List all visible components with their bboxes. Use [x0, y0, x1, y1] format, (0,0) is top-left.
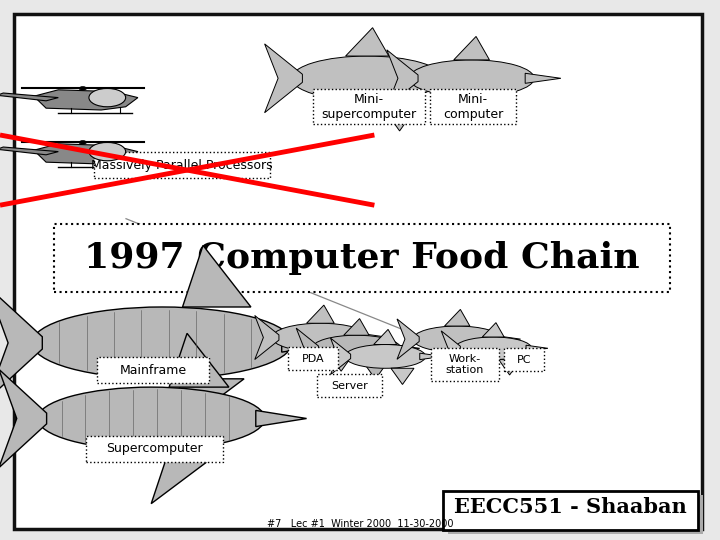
- Polygon shape: [183, 245, 251, 307]
- Polygon shape: [441, 331, 460, 366]
- Polygon shape: [397, 319, 419, 359]
- Polygon shape: [444, 309, 470, 326]
- Polygon shape: [0, 369, 47, 468]
- Text: PC: PC: [516, 355, 531, 365]
- Polygon shape: [330, 338, 351, 375]
- Text: EECC551 - Shaaban: EECC551 - Shaaban: [454, 496, 687, 517]
- Polygon shape: [480, 97, 516, 122]
- Polygon shape: [162, 379, 244, 441]
- Ellipse shape: [89, 89, 126, 107]
- Text: Massively Parallel Processors: Massively Parallel Processors: [91, 159, 273, 172]
- Bar: [54, 224, 670, 292]
- Text: Mini-
supercomputer: Mini- supercomputer: [321, 93, 417, 120]
- Polygon shape: [525, 73, 561, 83]
- Ellipse shape: [37, 387, 265, 450]
- Polygon shape: [0, 147, 58, 155]
- Text: PDA: PDA: [302, 354, 325, 363]
- Ellipse shape: [312, 335, 401, 361]
- Text: Server: Server: [330, 381, 368, 390]
- Ellipse shape: [32, 307, 292, 379]
- Polygon shape: [296, 328, 318, 368]
- Polygon shape: [343, 319, 369, 335]
- Text: #7   Lec #1  Winter 2000  11-30-2000: #7 Lec #1 Winter 2000 11-30-2000: [266, 519, 454, 529]
- Polygon shape: [395, 345, 420, 352]
- Polygon shape: [151, 450, 223, 504]
- Bar: [94, 152, 270, 178]
- Ellipse shape: [292, 56, 443, 100]
- Polygon shape: [0, 286, 42, 399]
- Text: 1997 Computer Food Chain: 1997 Computer Food Chain: [84, 241, 639, 275]
- Text: Mini-
computer: Mini- computer: [443, 93, 503, 120]
- Polygon shape: [432, 72, 475, 84]
- Ellipse shape: [89, 143, 126, 161]
- Ellipse shape: [409, 60, 534, 97]
- Polygon shape: [307, 305, 334, 323]
- Text: Mainframe: Mainframe: [120, 364, 186, 377]
- Polygon shape: [328, 352, 355, 371]
- Text: Supercomputer: Supercomputer: [107, 442, 203, 455]
- Polygon shape: [420, 353, 443, 360]
- Polygon shape: [169, 333, 229, 387]
- Bar: [431, 348, 499, 381]
- Bar: [448, 495, 703, 534]
- Bar: [313, 89, 425, 124]
- Bar: [504, 348, 544, 371]
- Polygon shape: [282, 334, 340, 352]
- Bar: [97, 357, 209, 383]
- Polygon shape: [256, 410, 307, 427]
- Polygon shape: [391, 368, 414, 384]
- Polygon shape: [346, 28, 389, 56]
- Polygon shape: [387, 50, 418, 107]
- Polygon shape: [454, 36, 490, 60]
- Polygon shape: [378, 100, 421, 131]
- Polygon shape: [34, 144, 138, 164]
- Polygon shape: [464, 352, 489, 370]
- Bar: [288, 347, 338, 370]
- Polygon shape: [363, 361, 388, 379]
- Polygon shape: [34, 90, 138, 110]
- Ellipse shape: [413, 326, 502, 352]
- Ellipse shape: [272, 323, 369, 352]
- Polygon shape: [495, 335, 521, 343]
- Ellipse shape: [455, 337, 531, 360]
- Polygon shape: [255, 315, 279, 360]
- Text: Work-
station: Work- station: [446, 354, 484, 375]
- Polygon shape: [265, 44, 302, 113]
- Polygon shape: [362, 334, 390, 341]
- Bar: [443, 491, 698, 530]
- Ellipse shape: [345, 345, 426, 368]
- Polygon shape: [374, 329, 397, 345]
- Bar: [86, 436, 223, 462]
- Bar: [317, 374, 382, 397]
- Polygon shape: [482, 322, 504, 337]
- Ellipse shape: [79, 86, 86, 90]
- Polygon shape: [499, 360, 521, 375]
- Ellipse shape: [79, 140, 86, 144]
- Polygon shape: [526, 345, 548, 352]
- Polygon shape: [0, 93, 58, 101]
- Bar: [430, 89, 516, 124]
